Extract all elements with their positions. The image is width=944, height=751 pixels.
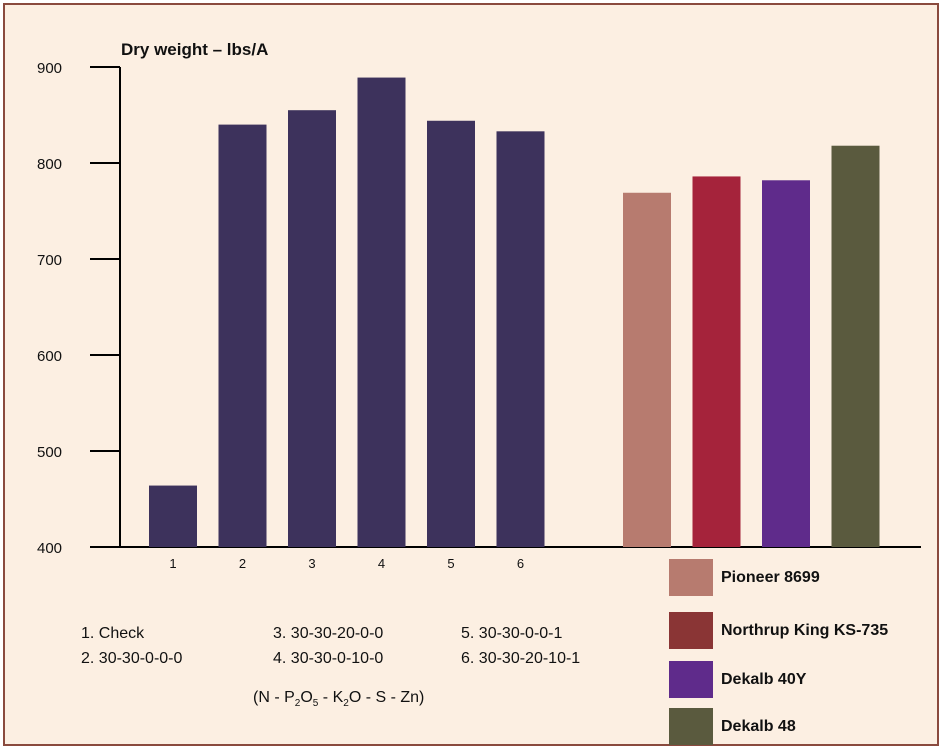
formula-sub: 2 xyxy=(294,698,301,710)
note-1: 1. Check xyxy=(81,625,145,642)
y-tick-label: 500 xyxy=(37,444,62,461)
formula-part: - K xyxy=(318,689,344,706)
legend-label: Northrup King KS-735 xyxy=(721,622,889,639)
legend-swatch xyxy=(669,708,713,745)
note-6: 6. 30-30-20-10-1 xyxy=(461,650,581,667)
bar xyxy=(623,192,671,547)
note-2: 2. 30-30-0-0-0 xyxy=(81,650,183,667)
bar xyxy=(288,110,336,547)
bar xyxy=(762,180,810,547)
legend-swatch xyxy=(669,612,713,649)
formula-sub: 5 xyxy=(312,698,319,710)
legend-label: Dekalb 48 xyxy=(721,718,796,735)
x-tick-label: 5 xyxy=(447,556,454,571)
formula-part: O - S - Zn) xyxy=(348,689,425,706)
chart-frame: Dry weight – lbs/A 400 500 600 700 800 900 1 2 3… xyxy=(3,3,939,746)
y-tick-label: 600 xyxy=(37,348,62,365)
tick-labels: 400 500 600 700 800 900 1 2 3 4 5 6 xyxy=(37,60,524,571)
note-5: 5. 30-30-0-0-1 xyxy=(461,625,563,642)
nutrient-formula: (N - P2O5 - K2O - S - Zn) xyxy=(253,689,424,709)
y-axis-label: Dry weight – lbs/A xyxy=(121,40,268,59)
legend-item-northrup-king: Northrup King KS-735 xyxy=(669,612,927,649)
legend-swatch xyxy=(669,661,713,698)
y-tick-label: 700 xyxy=(37,252,62,269)
bar xyxy=(218,124,267,547)
x-tick-label: 4 xyxy=(378,556,385,571)
y-tick-label: 900 xyxy=(37,60,62,77)
legend-swatch xyxy=(669,559,713,596)
legend-item-dekalb-48: Dekalb 48 xyxy=(669,708,927,745)
x-tick-label: 2 xyxy=(239,556,246,571)
formula-sub: 2 xyxy=(343,698,349,710)
x-tick-label: 1 xyxy=(169,556,176,571)
bars xyxy=(149,77,880,547)
bar xyxy=(149,485,197,547)
bar xyxy=(357,77,406,547)
x-tick-label: 3 xyxy=(308,556,315,571)
bar xyxy=(831,145,880,547)
formula-part: (N - P xyxy=(253,689,295,706)
note-4: 4. 30-30-0-10-0 xyxy=(273,650,384,667)
bar xyxy=(692,176,741,547)
bar xyxy=(427,120,475,547)
note-3: 3. 30-30-20-0-0 xyxy=(273,625,384,642)
bar xyxy=(496,131,545,547)
legend-label: Dekalb 40Y xyxy=(721,671,807,688)
legend-label: Pioneer 8699 xyxy=(721,569,820,586)
formula-part: O xyxy=(300,689,313,706)
bar-chart: Dry weight – lbs/A 400 500 600 700 800 900 1 2 3… xyxy=(37,40,921,571)
y-tick-label: 400 xyxy=(37,540,62,557)
y-tick-label: 800 xyxy=(37,156,62,173)
legend-item-pioneer: Pioneer 8699 xyxy=(669,559,927,596)
x-tick-label: 6 xyxy=(517,556,524,571)
legend-item-dekalb-40y: Dekalb 40Y xyxy=(669,661,927,698)
